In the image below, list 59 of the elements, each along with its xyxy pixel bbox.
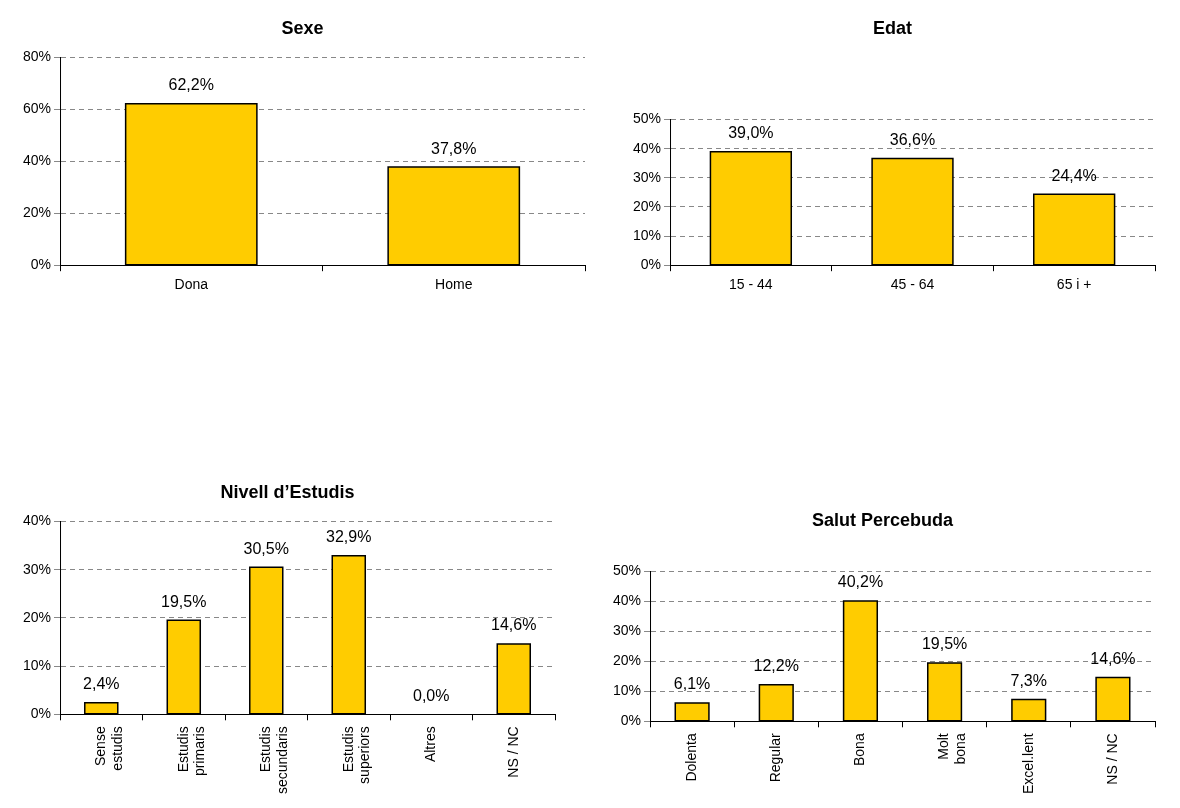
data-label: 36,6%	[889, 131, 936, 149]
y-tick-label: 40%	[22, 512, 52, 529]
data-label: 7,3%	[1010, 671, 1047, 689]
y-tick-label: 30%	[612, 622, 642, 639]
y-tick-label: 40%	[22, 152, 52, 169]
data-label: 12,2%	[753, 657, 799, 675]
x-tick-label: 45 - 64	[890, 276, 935, 293]
x-tick-label: Excel.lent	[1019, 733, 1036, 795]
x-tick-label: Bona	[851, 733, 868, 767]
data-label: 0,0%	[413, 686, 450, 704]
x-tick-label: NS / NC	[1103, 733, 1120, 785]
y-tick-label: 0%	[30, 256, 52, 273]
x-tick-label: Altres	[422, 726, 439, 763]
y-tick-label: 10%	[612, 682, 642, 699]
data-label: 6,1%	[673, 675, 711, 693]
x-tick-label: Sense estudis	[92, 726, 125, 771]
chart-title: Nivell d’Estudis	[220, 481, 355, 502]
data-label: 62,2%	[168, 76, 214, 94]
x-tick-label: 65 i +	[1056, 276, 1092, 293]
y-tick-label: 50%	[612, 562, 642, 579]
y-tick-label: 20%	[22, 204, 52, 221]
y-tick-label: 10%	[632, 226, 662, 243]
chart-title: Salut Percebuda	[811, 509, 955, 530]
data-label: 37,8%	[431, 139, 477, 157]
x-tick-label: Dona	[174, 276, 209, 293]
y-tick-label: 30%	[22, 560, 52, 577]
y-tick-label: 10%	[22, 656, 52, 673]
data-label: 19,5%	[161, 592, 207, 610]
data-label: 32,9%	[326, 528, 372, 546]
y-tick-label: 20%	[22, 608, 52, 625]
x-tick-label: Regular	[767, 732, 784, 783]
data-label: 14,6%	[491, 616, 537, 634]
x-tick-label: 15 - 44	[729, 276, 773, 293]
y-tick-label: 0%	[30, 705, 52, 722]
chart-title: Sexe	[281, 17, 324, 38]
x-tick-label: Estudis primaris	[174, 726, 208, 777]
data-label: 2,4%	[83, 675, 120, 693]
data-label: 40,2%	[837, 573, 884, 591]
data-label: 19,5%	[921, 635, 968, 653]
x-tick-label: Home	[435, 276, 473, 293]
y-tick-label: 60%	[22, 100, 52, 117]
y-tick-label: 80%	[22, 48, 52, 65]
y-tick-label: 20%	[632, 197, 662, 214]
y-tick-label: 0%	[620, 712, 642, 729]
data-label: 14,6%	[1090, 650, 1136, 667]
y-tick-label: 50%	[632, 110, 662, 127]
data-label: 39,0%	[728, 124, 774, 142]
x-tick-label: NS / NC	[504, 726, 521, 778]
data-label: 30,5%	[243, 539, 289, 557]
y-tick-label: 0%	[640, 256, 662, 273]
y-tick-label: 20%	[612, 652, 642, 669]
data-label: 24,4%	[1051, 166, 1097, 184]
x-tick-label: Molt bona	[935, 733, 969, 765]
y-tick-label: 40%	[632, 139, 662, 156]
x-tick-label: Estudis superiors	[339, 726, 373, 784]
y-tick-label: 40%	[612, 592, 642, 609]
x-tick-label: Dolenta	[682, 733, 699, 782]
y-tick-label: 30%	[632, 168, 662, 185]
chart-title: Edat	[872, 17, 913, 38]
